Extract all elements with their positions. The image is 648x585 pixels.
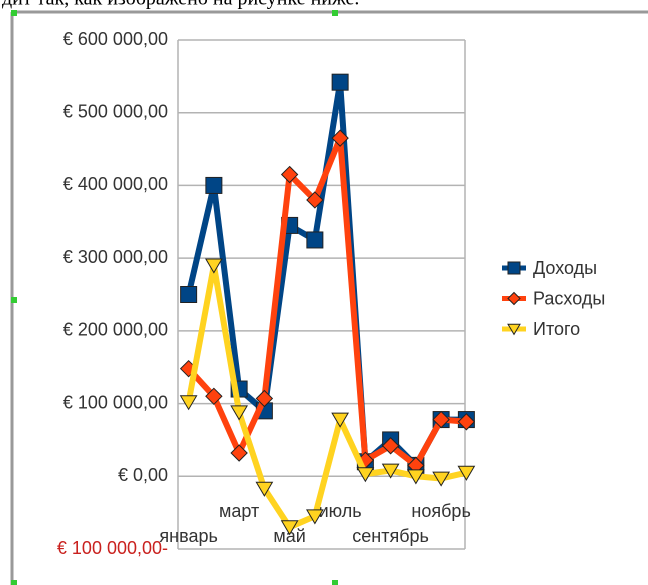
point-marker bbox=[230, 405, 248, 421]
y-tick-label: € 200 000,00 bbox=[63, 320, 168, 340]
series-line bbox=[186, 135, 467, 469]
legend-marker bbox=[507, 261, 521, 275]
legend-label: Итого bbox=[533, 319, 580, 339]
x-tick-label: сентябрь bbox=[352, 526, 429, 546]
point-marker bbox=[205, 387, 223, 406]
legend-label: Доходы bbox=[533, 258, 597, 278]
y-tick-label: € 600 000,00 bbox=[63, 29, 168, 49]
point-marker bbox=[230, 444, 248, 462]
x-tick-label: март bbox=[219, 501, 259, 521]
handle bbox=[11, 297, 17, 303]
point-marker bbox=[457, 413, 476, 431]
handle bbox=[332, 10, 338, 16]
point-marker bbox=[280, 165, 299, 184]
y-tick-label: € 0,00 bbox=[118, 465, 168, 485]
point-marker bbox=[381, 463, 400, 479]
page-text: дит так, как изображено на рисунке ниже. bbox=[2, 0, 359, 10]
point-marker bbox=[255, 481, 274, 497]
point-marker bbox=[205, 176, 223, 194]
point-marker bbox=[331, 129, 349, 147]
y-tick-label: € 100 000,00 bbox=[63, 392, 168, 412]
point-marker bbox=[432, 471, 450, 487]
point-marker bbox=[306, 509, 324, 525]
point-marker bbox=[331, 412, 349, 428]
point-marker bbox=[356, 467, 375, 483]
legend-label: Расходы bbox=[533, 288, 605, 308]
x-tick-label: май bbox=[273, 526, 305, 546]
y-tick-label: € 300 000,00 bbox=[63, 247, 168, 267]
point-marker bbox=[407, 469, 425, 485]
x-tick-label: июль bbox=[319, 501, 362, 521]
point-marker bbox=[306, 231, 324, 249]
handle bbox=[11, 580, 17, 585]
y-tick-label: € 100 000,00- bbox=[57, 538, 168, 558]
point-marker bbox=[280, 520, 299, 536]
point-marker bbox=[255, 389, 274, 408]
point-marker bbox=[180, 286, 198, 303]
series-line bbox=[185, 79, 467, 469]
point-marker bbox=[205, 258, 223, 274]
point-marker bbox=[381, 437, 400, 455]
point-marker bbox=[331, 73, 349, 91]
point-marker bbox=[179, 395, 198, 411]
handle bbox=[332, 580, 338, 585]
point-marker bbox=[457, 465, 476, 481]
legend-marker bbox=[507, 323, 521, 336]
point-marker bbox=[432, 410, 450, 429]
y-tick-label: € 500 000,00 bbox=[63, 101, 168, 121]
point-marker bbox=[306, 191, 324, 209]
handle bbox=[11, 10, 17, 16]
x-tick-label: ноябрь bbox=[411, 501, 470, 521]
legend-marker bbox=[507, 291, 521, 306]
x-tick-label: январь bbox=[159, 526, 217, 546]
y-tick-label: € 400 000,00 bbox=[63, 174, 168, 194]
